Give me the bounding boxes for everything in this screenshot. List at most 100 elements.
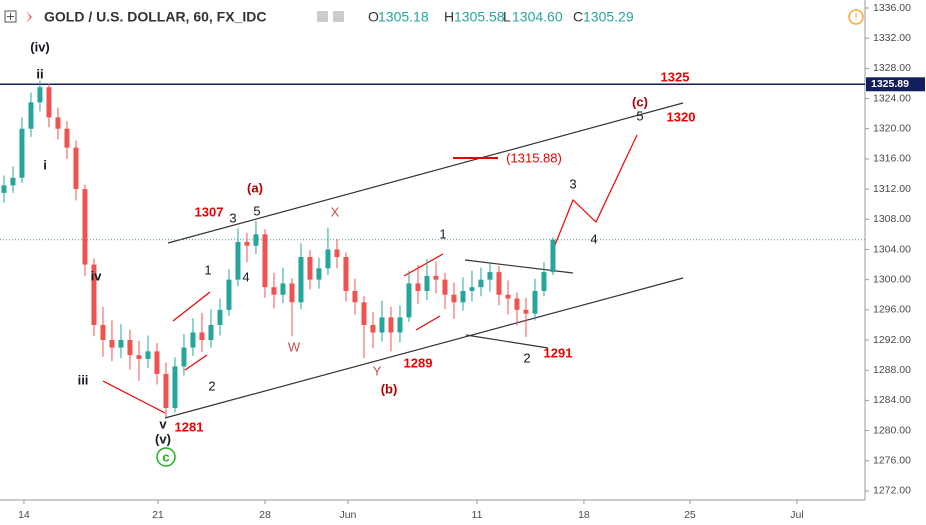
level-label: 1325.89 xyxy=(871,78,909,90)
drawings xyxy=(102,102,684,467)
ohlc-label: O xyxy=(368,9,379,25)
settings-icon[interactable] xyxy=(333,11,344,22)
x-tick-label: 25 xyxy=(684,509,696,521)
y-tick-label: 1328.00 xyxy=(873,62,911,74)
wave-label: 1307 xyxy=(195,204,224,219)
candle-body xyxy=(352,290,358,303)
ohlc-label: L xyxy=(503,9,511,25)
wave-line xyxy=(172,291,211,322)
candle-body xyxy=(424,275,430,291)
arrow-icon[interactable] xyxy=(26,11,32,23)
expand-icon[interactable] xyxy=(4,10,17,23)
wave-circle xyxy=(156,447,176,467)
candle-body xyxy=(217,309,223,325)
ohlc-value: 1305.18 xyxy=(378,9,429,25)
y-tick-label: 1284.00 xyxy=(873,394,911,406)
y-tick-label: 1308.00 xyxy=(873,213,911,225)
wave-projection xyxy=(552,134,638,251)
wave-label: 4 xyxy=(242,269,249,284)
wave-label: 1320 xyxy=(667,109,696,124)
candle-body xyxy=(181,347,187,367)
wave-label: Y xyxy=(373,363,382,378)
candle-body xyxy=(55,117,61,129)
candle-body xyxy=(244,241,250,246)
candle-body xyxy=(334,249,340,258)
wave-label: 1281 xyxy=(175,419,204,434)
candle-body xyxy=(307,257,313,280)
y-tick-label: 1288.00 xyxy=(873,364,911,376)
candle-body xyxy=(433,275,439,280)
x-tick-label: 11 xyxy=(472,509,483,521)
wave-label: (iv) xyxy=(30,39,50,54)
candle-body xyxy=(397,317,403,333)
alert-mark: ! xyxy=(855,12,858,23)
wave-label: 3 xyxy=(569,176,576,191)
channel-upper xyxy=(167,102,684,244)
candle-body xyxy=(91,264,97,325)
wave-line xyxy=(415,315,441,331)
wave-label: (v) xyxy=(155,431,171,446)
x-tick-label: Jul xyxy=(790,509,803,521)
wave-label: X xyxy=(331,204,340,219)
eye-icon[interactable] xyxy=(317,11,328,22)
candle-body xyxy=(118,340,124,348)
wave-label: iii xyxy=(78,372,89,387)
y-tick-label: 1304.00 xyxy=(873,243,911,255)
wave-label: c xyxy=(162,449,169,464)
y-tick-label: 1300.00 xyxy=(873,273,911,285)
wave-label: v xyxy=(159,416,167,431)
candle-body xyxy=(379,317,385,333)
candle-body xyxy=(442,279,448,295)
candle-body xyxy=(298,257,304,303)
wave-label: (c) xyxy=(632,94,648,109)
candle-body xyxy=(514,298,520,310)
wave-label: (a) xyxy=(247,180,263,195)
wave-label: 1 xyxy=(204,262,211,277)
x-tick-label: 18 xyxy=(578,509,590,521)
x-tick-label: 28 xyxy=(259,509,271,521)
x-tick-label: Jun xyxy=(339,509,356,521)
ohlc-label: H xyxy=(444,9,454,25)
candle-body xyxy=(532,290,538,314)
candle-body xyxy=(289,283,295,303)
wave-label: 1 xyxy=(439,226,446,241)
candle-body xyxy=(235,241,241,280)
x-tick-label: 21 xyxy=(152,509,164,521)
candle-body xyxy=(271,287,277,295)
toolbar: ! xyxy=(4,9,864,25)
candle-body xyxy=(82,189,88,265)
y-tick-label: 1280.00 xyxy=(873,424,911,436)
wave-label: 1289 xyxy=(404,355,433,370)
candle-body xyxy=(370,324,376,333)
candle-body xyxy=(172,366,178,408)
wave-label: iv xyxy=(91,268,103,283)
wave-label: 1325 xyxy=(661,69,690,84)
y-tick-label: 1292.00 xyxy=(873,334,911,346)
wave-label: 4 xyxy=(590,231,597,246)
candle-body xyxy=(163,373,169,408)
alert-icon[interactable] xyxy=(848,9,864,25)
candle-body xyxy=(523,309,529,314)
triangle-lower xyxy=(465,334,549,349)
candle-body xyxy=(325,249,331,269)
candle-body xyxy=(1,185,7,193)
wave-label: 1291 xyxy=(544,345,573,360)
candle-body xyxy=(469,287,475,291)
candle-body xyxy=(262,234,268,288)
candles xyxy=(1,80,556,417)
candle-body xyxy=(19,128,25,178)
candle-body xyxy=(226,279,232,310)
candle-body xyxy=(343,257,349,291)
wave-label: 5 xyxy=(253,203,260,218)
x-tick-label: 14 xyxy=(18,509,30,521)
candle-body xyxy=(208,324,214,341)
candle-body xyxy=(316,268,322,280)
wave-label: 5 xyxy=(636,108,643,123)
candle-body xyxy=(253,234,259,246)
candle-body xyxy=(28,102,34,129)
candle-body xyxy=(415,283,421,291)
candle-body xyxy=(541,272,547,291)
candle-body xyxy=(496,272,502,295)
